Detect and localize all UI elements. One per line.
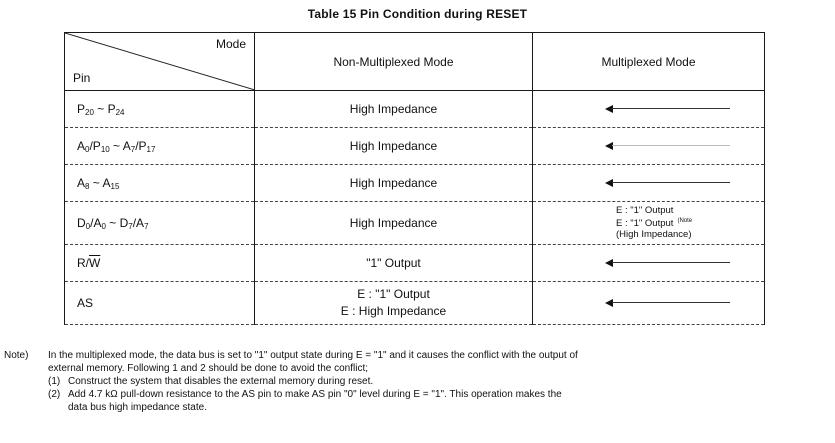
non-multiplexed-value: High Impedance xyxy=(349,101,438,116)
table-row: R/W "1" Output xyxy=(64,244,765,282)
non-multiplexed-value: High Impedance xyxy=(349,175,438,190)
same-as-left-arrow-icon xyxy=(605,298,730,308)
column-header-non-multiplexed: Non-Multiplexed Mode xyxy=(254,32,533,91)
same-as-left-arrow-icon xyxy=(605,178,730,188)
pin-name-cell: A8 ~ A15 xyxy=(64,164,255,202)
pin-name-part: 7 xyxy=(128,221,133,231)
multiplexed-cell: E : "1" Output E : "1" Output (Note (High I… xyxy=(532,201,765,245)
note-item-text: Construct the system that disables the e… xyxy=(68,376,374,387)
note-item-number: (1) xyxy=(48,376,61,387)
multiplexed-value-text: (High Impedance) xyxy=(616,228,692,240)
pin-name-part: A xyxy=(77,138,86,153)
note-tag: Note) xyxy=(4,350,29,361)
non-multiplexed-cell: High Impedance xyxy=(254,201,533,245)
diagonal-divider xyxy=(65,33,255,90)
pin-name-part: R/ xyxy=(77,256,89,270)
pin-label: Pin xyxy=(73,71,91,85)
non-multiplexed-value: E : "1" Output xyxy=(357,287,430,301)
pin-name-part: 20 xyxy=(85,107,94,117)
pin-name-cell: AS xyxy=(64,281,255,325)
note-reference-mark: (Note xyxy=(677,218,693,225)
non-multiplexed-cell: High Impedance xyxy=(254,127,533,165)
pin-name-part: P xyxy=(77,101,86,116)
pin-name-cell: D0/A0 ~ D7/A7 xyxy=(64,201,255,245)
pin-name-part: 0 xyxy=(101,221,106,231)
pin-name-cell: P20 ~ P24 xyxy=(64,90,255,128)
non-multiplexed-cell: "1" Output xyxy=(254,244,533,282)
non-multiplexed-value: "1" Output xyxy=(366,255,421,270)
note-line-1: Note) In the multiplexed mode, the data … xyxy=(4,349,830,362)
pin-name-part: A xyxy=(77,175,86,190)
note-item-2-continued: data bus high impedance state. xyxy=(68,402,207,413)
pin-name-cell: R/W xyxy=(64,244,255,282)
footnote: Note) In the multiplexed mode, the data … xyxy=(4,349,830,414)
same-as-left-arrow-icon xyxy=(605,258,730,268)
pin-name-part: 24 xyxy=(115,107,125,117)
pin-name-part: 17 xyxy=(146,144,156,154)
non-multiplexed-cell: High Impedance xyxy=(254,164,533,202)
pin-name-part: 10 xyxy=(100,144,110,154)
multiplexed-value-text: E : "1" Output xyxy=(616,218,674,230)
multiplexed-cell xyxy=(532,281,765,325)
note-line-2: external memory. Following 1 and 2 shoul… xyxy=(4,362,830,375)
multiplexed-value: (High Impedance) xyxy=(616,228,764,240)
pin-name-part: W xyxy=(89,256,101,270)
table-header-row: Mode Pin Non-Multiplexed Mode Multiplexe… xyxy=(64,32,765,91)
mode-label: Mode xyxy=(215,37,246,51)
table-title: Table 15 Pin Condition during RESET xyxy=(307,7,528,21)
note-item-number: (2) xyxy=(48,389,61,400)
multiplexed-cell xyxy=(532,127,765,165)
table-row: A8 ~ A15 High Impedance xyxy=(64,164,765,202)
pin-name-part: ~ D xyxy=(105,215,129,230)
pin-name-part: ~ A xyxy=(109,138,131,153)
pin-name-part: ~ P xyxy=(93,101,116,116)
pin-name-part: /P xyxy=(89,138,101,153)
same-as-left-arrow-icon xyxy=(605,141,730,151)
note-text-2: external memory. Following 1 and 2 shoul… xyxy=(48,363,368,374)
pin-name-part: D xyxy=(77,215,86,230)
table-row: A0/P10 ~ A7/P17 High Impedance xyxy=(64,127,765,165)
non-multiplexed-cell: E : "1" Output E : High Impedance xyxy=(254,281,533,325)
pin-name-part: /A xyxy=(132,215,145,230)
non-multiplexed-value: E : High Impedance xyxy=(340,304,447,318)
pin-name-part: /A xyxy=(90,215,102,230)
table-body: P20 ~ P24 High Impedance A0/P10 ~ A7/P17 Hi… xyxy=(64,90,765,325)
multiplexed-value: E : "1" Output xyxy=(616,206,764,216)
multiplexed-cell xyxy=(532,90,765,128)
pin-condition-table: Mode Pin Non-Multiplexed Mode Multiplexe… xyxy=(64,32,765,325)
column-header-multiplexed: Multiplexed Mode xyxy=(532,32,765,91)
pin-name-part: 7 xyxy=(130,144,136,154)
note-item-2: (2) Add 4.7 kΩ pull-down resistance to th… xyxy=(4,388,830,401)
multiplexed-cell xyxy=(532,244,765,282)
pin-name-part: 15 xyxy=(110,181,120,191)
header-corner-cell: Mode Pin xyxy=(64,32,255,91)
note-item-1: (1) Construct the system that disables th… xyxy=(4,375,830,388)
non-multiplexed-value: High Impedance xyxy=(349,215,438,230)
pin-name-part: ~ A xyxy=(89,175,111,190)
multiplexed-value-text: E : "1" Output xyxy=(616,205,674,217)
pin-name-part: 0 xyxy=(85,221,91,231)
multiplexed-cell xyxy=(532,164,765,202)
multiplexed-values: E : "1" Output E : "1" Output (Note (High I… xyxy=(533,206,764,239)
note-text-1: In the multiplexed mode, the data bus is… xyxy=(48,350,578,361)
multiplexed-value: E : "1" Output (Note xyxy=(616,216,764,229)
table-row: D0/A0 ~ D7/A7 High Impedance E : "1" Outpu… xyxy=(64,201,765,245)
pin-name-part: AS xyxy=(77,296,94,310)
pin-name-part: 0 xyxy=(85,144,90,154)
non-multiplexed-value: High Impedance xyxy=(349,138,438,153)
table-row: P20 ~ P24 High Impedance xyxy=(64,90,765,128)
same-as-left-arrow-icon xyxy=(605,104,730,114)
non-multiplexed-cell: High Impedance xyxy=(254,90,533,128)
pin-name-part: /P xyxy=(135,138,147,153)
note-item-text: Add 4.7 kΩ pull-down resistance to the A… xyxy=(68,389,562,400)
pin-name-part: 8 xyxy=(85,181,90,191)
pin-name-part: 7 xyxy=(144,221,149,231)
table-row: AS E : "1" Output E : High Impedance xyxy=(64,281,765,325)
pin-name-cell: A0/P10 ~ A7/P17 xyxy=(64,127,255,165)
